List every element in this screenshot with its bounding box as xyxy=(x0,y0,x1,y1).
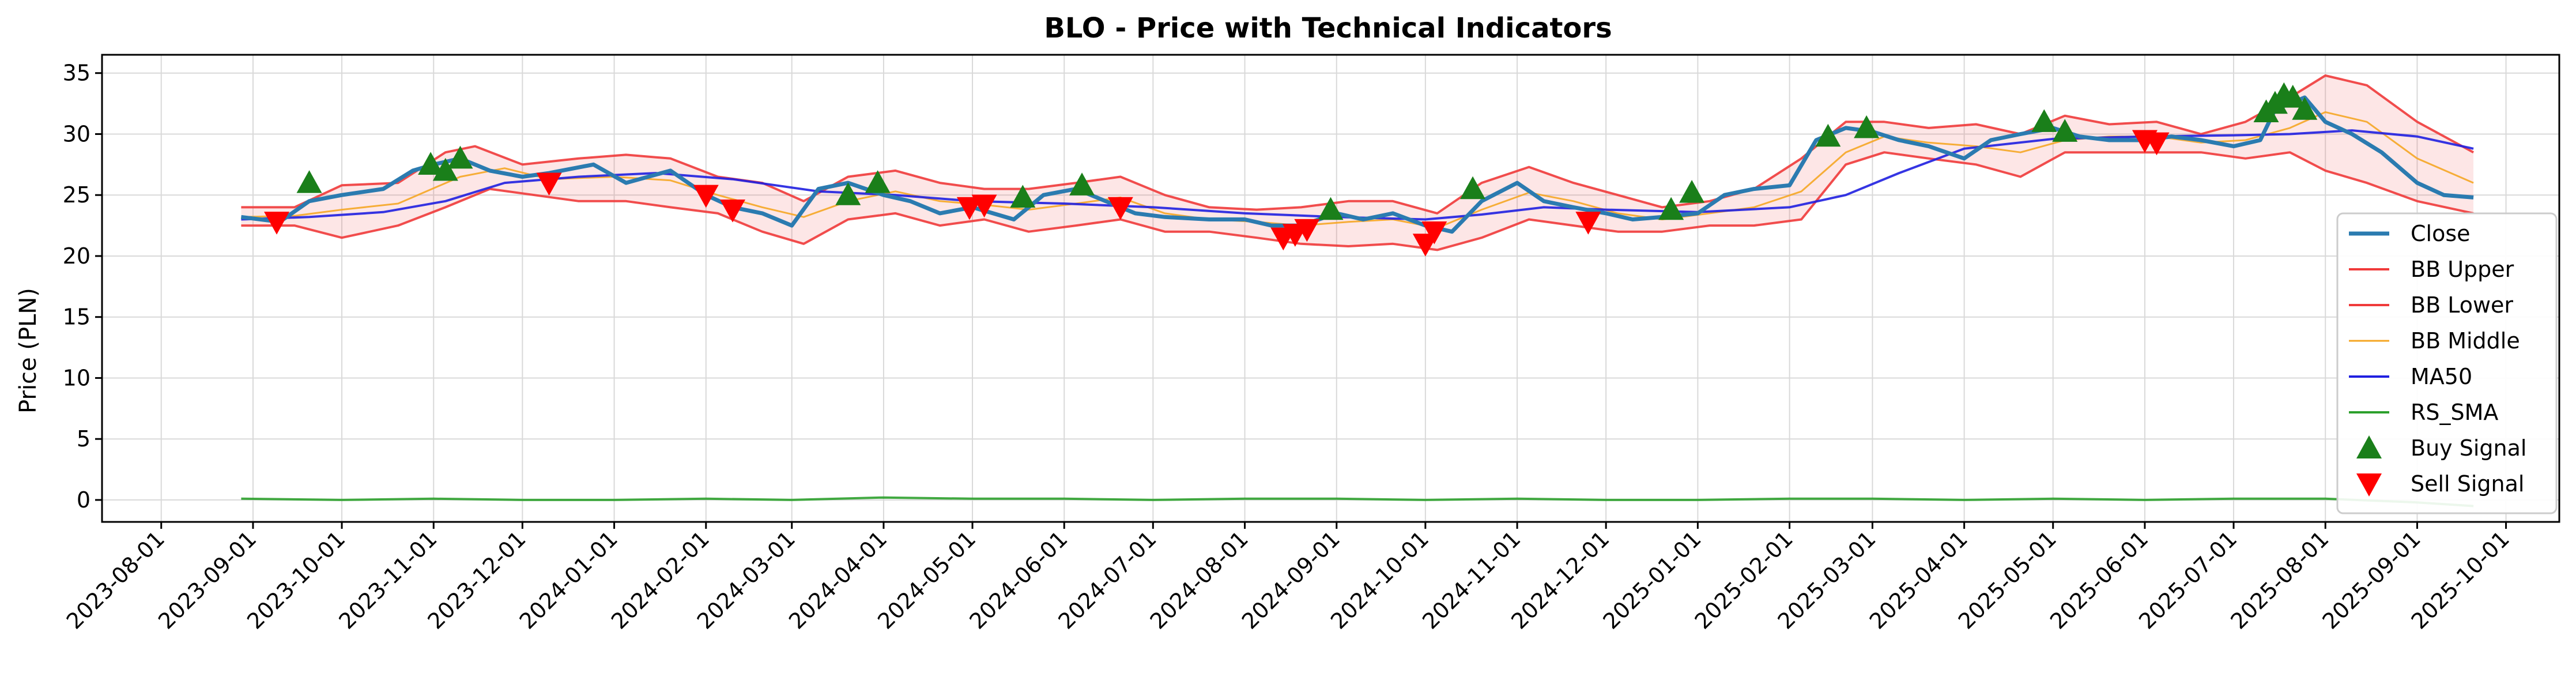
buy-signal-marker xyxy=(2292,97,2318,120)
legend-item-sell-signal-swatch xyxy=(2356,473,2382,497)
x-tick-label: 2023-08-01 xyxy=(62,526,169,634)
buy-signal-marker xyxy=(447,145,473,169)
sell-signal-marker xyxy=(536,172,562,196)
sell-signal-marker xyxy=(1421,221,1447,245)
legend-item-bb-lower-label: BB Lower xyxy=(2411,292,2513,318)
x-tick-label: 2024-08-01 xyxy=(1145,526,1253,634)
y-tick-label: 5 xyxy=(77,426,90,452)
buy-signal-marker xyxy=(835,182,861,205)
sell-signal-marker xyxy=(693,185,719,208)
legend-item-bb-middle-label: BB Middle xyxy=(2411,328,2520,354)
y-tick-label: 30 xyxy=(63,121,90,146)
y-tick-label: 15 xyxy=(63,304,90,330)
series-line-bb-lower xyxy=(241,151,2474,251)
sell-signal-marker xyxy=(2144,132,2170,156)
bollinger-band-fill xyxy=(241,75,2474,250)
legend-item-bb-upper-label: BB Upper xyxy=(2411,257,2514,282)
legend: Close BB Upper BB Lower BB Middle MA50 RS_SMA… xyxy=(2336,212,2558,514)
buy-signal-marker xyxy=(296,170,322,193)
buy-signal-marker xyxy=(2031,109,2057,132)
legend-box xyxy=(2336,212,2558,514)
sell-signal-marker xyxy=(264,212,290,235)
chart-title: BLO - Price with Technical Indicators xyxy=(1044,12,1612,44)
x-tick-label: 2025-08-01 xyxy=(2226,526,2333,634)
legend-item-sell-signal-label: Sell Signal xyxy=(2411,471,2524,497)
buy-signal-marker xyxy=(1318,197,1344,220)
sell-signal-marker xyxy=(956,197,982,220)
x-tick-label: 2025-01-01 xyxy=(1598,526,1706,634)
legend-item-buy-signal-label: Buy Signal xyxy=(2411,435,2526,461)
sell-signal-marker xyxy=(971,194,997,218)
buy-signal-marker xyxy=(2052,119,2078,142)
legend-item-rs-sma-label: RS_SMA xyxy=(2411,400,2498,425)
y-axis-label: Price (PLN) xyxy=(15,288,42,413)
y-tick-label: 10 xyxy=(63,365,90,390)
series-line-rs-sma xyxy=(241,496,2474,507)
buy-signal-marker xyxy=(1069,172,1095,195)
buy-signal-marker xyxy=(865,170,891,193)
buy-signal-marker xyxy=(418,152,444,175)
legend-item-close-label: Close xyxy=(2411,221,2471,246)
series-line-bb-upper xyxy=(241,74,2475,215)
buy-signal-marker xyxy=(1854,115,1880,138)
sell-signal-marker xyxy=(1107,197,1133,220)
sell-signal-marker xyxy=(719,199,745,223)
sell-signal-marker xyxy=(1575,212,1601,235)
buy-signal-marker xyxy=(1460,176,1486,200)
bollinger-band-area xyxy=(241,75,2474,250)
grid xyxy=(102,55,2559,522)
buy-signal-marker xyxy=(432,157,458,181)
y-tick-label: 25 xyxy=(63,182,90,208)
y-tick-label: 35 xyxy=(63,61,90,86)
plot-frame xyxy=(101,54,2560,523)
buy-signal-marker xyxy=(1679,179,1705,203)
buy-signal-marker xyxy=(2280,85,2306,108)
y-tick-label: 20 xyxy=(63,243,90,269)
x-tick-label: 2024-01-01 xyxy=(515,526,623,634)
legend-item-buy-signal-swatch xyxy=(2356,435,2382,458)
x-axis-ticks: 2023-08-012023-09-012023-10-012023-11-01… xyxy=(62,522,2514,634)
buy-signal-marker xyxy=(1658,197,1684,220)
buy-signal-marker xyxy=(1815,123,1841,147)
y-tick-label: 0 xyxy=(77,487,90,513)
signal-markers xyxy=(264,82,2318,257)
buy-signal-marker xyxy=(1010,185,1036,208)
legend-item-ma50-label: MA50 xyxy=(2411,364,2472,389)
sell-signal-marker xyxy=(1294,219,1320,242)
y-axis-ticks: 0 5 10 15 20 25 30 35 xyxy=(63,61,102,513)
